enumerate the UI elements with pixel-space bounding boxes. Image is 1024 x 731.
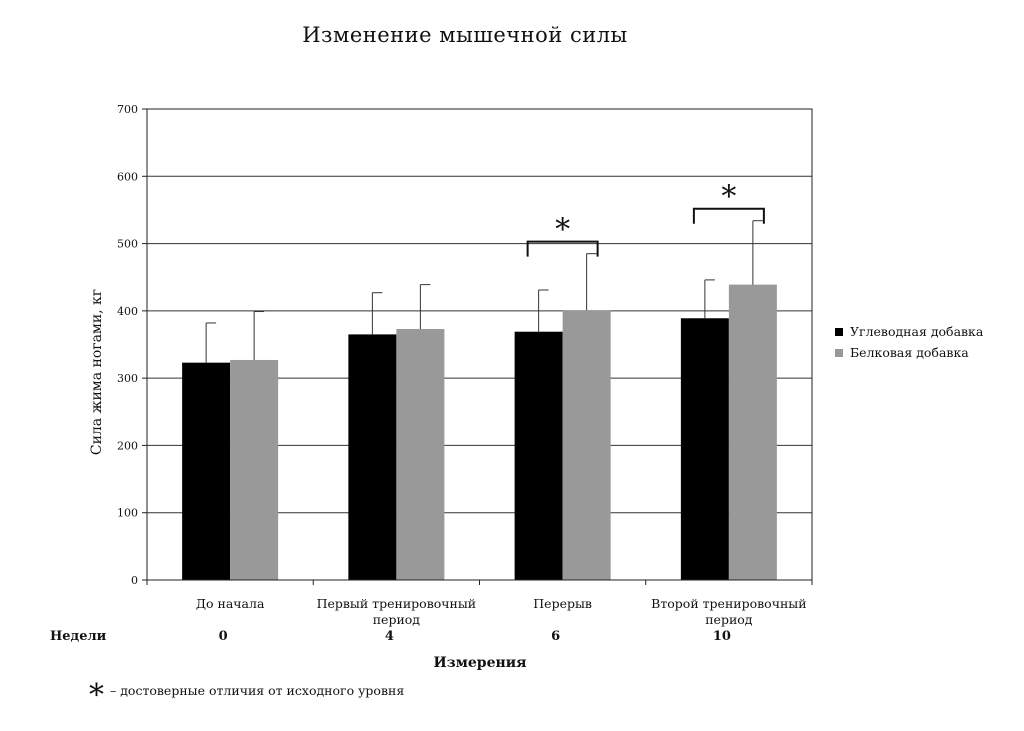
footnote: * – достоверные отличия от исходного уро…: [89, 678, 404, 713]
x-category-label-line: период: [705, 612, 753, 627]
y-tick-label: 500: [117, 238, 138, 251]
x-category-label-line: Второй тренировочный: [651, 596, 806, 611]
weeks-value: 4: [385, 629, 394, 644]
x-category-label-line: Перерыв: [533, 596, 592, 611]
x-category-label-line: период: [373, 612, 421, 627]
chart-title: Изменение мышечной силы: [302, 23, 628, 47]
significance-star: *: [721, 180, 736, 215]
legend-swatch: [835, 349, 843, 357]
y-tick-label: 400: [117, 305, 138, 318]
y-axis-label: Сила жима ногами, кг: [89, 289, 105, 455]
legend-swatch: [835, 328, 843, 336]
footnote-text: – достоверные отличия от исходного уровн…: [110, 683, 404, 698]
bar: [230, 359, 279, 580]
x-category-label: Перерыв: [533, 596, 592, 611]
y-tick-label: 600: [117, 170, 138, 183]
bar: [396, 329, 445, 580]
x-category-label-line: До начала: [196, 596, 265, 611]
legend: Углеводная добавка Белковая добавка: [835, 324, 984, 360]
weeks-value: 0: [219, 629, 228, 644]
y-tick-label: 300: [117, 372, 138, 385]
footnote-star: *: [89, 678, 104, 713]
significance-markers: **: [526, 180, 765, 257]
bar: [348, 334, 397, 580]
significance-bracket: [526, 240, 599, 257]
x-category-label: Второй тренировочный период: [651, 596, 806, 627]
significance-star: *: [555, 213, 570, 248]
significance-bracket: [692, 207, 765, 224]
axes: 0 100 200 300 400 500 600 700 До начала 0 Первый т…: [117, 103, 813, 644]
weeks-label: Недели: [50, 629, 107, 644]
weeks-value: 10: [713, 629, 731, 644]
y-tick-label: 700: [117, 103, 138, 116]
x-category-label: До начала: [196, 596, 265, 611]
bar: [680, 318, 729, 580]
x-axis-label: Измерения: [434, 655, 527, 671]
bar: [728, 284, 777, 580]
y-tick-label: 200: [117, 439, 138, 452]
bar: [182, 362, 231, 580]
y-tick-label: 0: [131, 574, 138, 587]
x-category-label: Первый тренировочный период: [317, 596, 477, 627]
legend-entry: Белковая добавка: [850, 345, 969, 360]
weeks-value: 6: [551, 629, 560, 644]
bar: [514, 331, 563, 580]
bar: [562, 310, 611, 580]
legend-entry: Углеводная добавка: [850, 324, 984, 339]
bars: [182, 220, 777, 580]
x-category-label-line: Первый тренировочный: [317, 596, 477, 611]
y-tick-label: 100: [117, 507, 138, 520]
